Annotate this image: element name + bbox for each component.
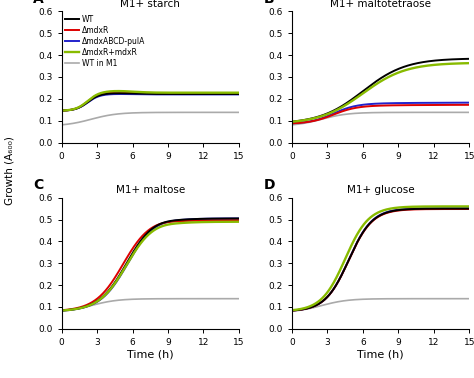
Text: D: D <box>264 178 275 192</box>
Text: Growth (A₆₀₀): Growth (A₆₀₀) <box>4 136 15 204</box>
Text: A: A <box>33 0 44 6</box>
Title: M1+ starch: M1+ starch <box>120 0 180 9</box>
Title: M1+ maltose: M1+ maltose <box>116 186 185 195</box>
Text: B: B <box>264 0 274 6</box>
Legend: WT, ΔmdxR, ΔmdxABCD-pulA, ΔmdxR+mdxR, WT in M1: WT, ΔmdxR, ΔmdxABCD-pulA, ΔmdxR+mdxR, WT… <box>65 15 146 68</box>
X-axis label: Time (h): Time (h) <box>127 350 173 359</box>
X-axis label: Time (h): Time (h) <box>357 350 404 359</box>
Title: M1+ glucose: M1+ glucose <box>347 186 414 195</box>
Title: M1+ maltotetraose: M1+ maltotetraose <box>330 0 431 9</box>
Text: C: C <box>33 178 44 192</box>
